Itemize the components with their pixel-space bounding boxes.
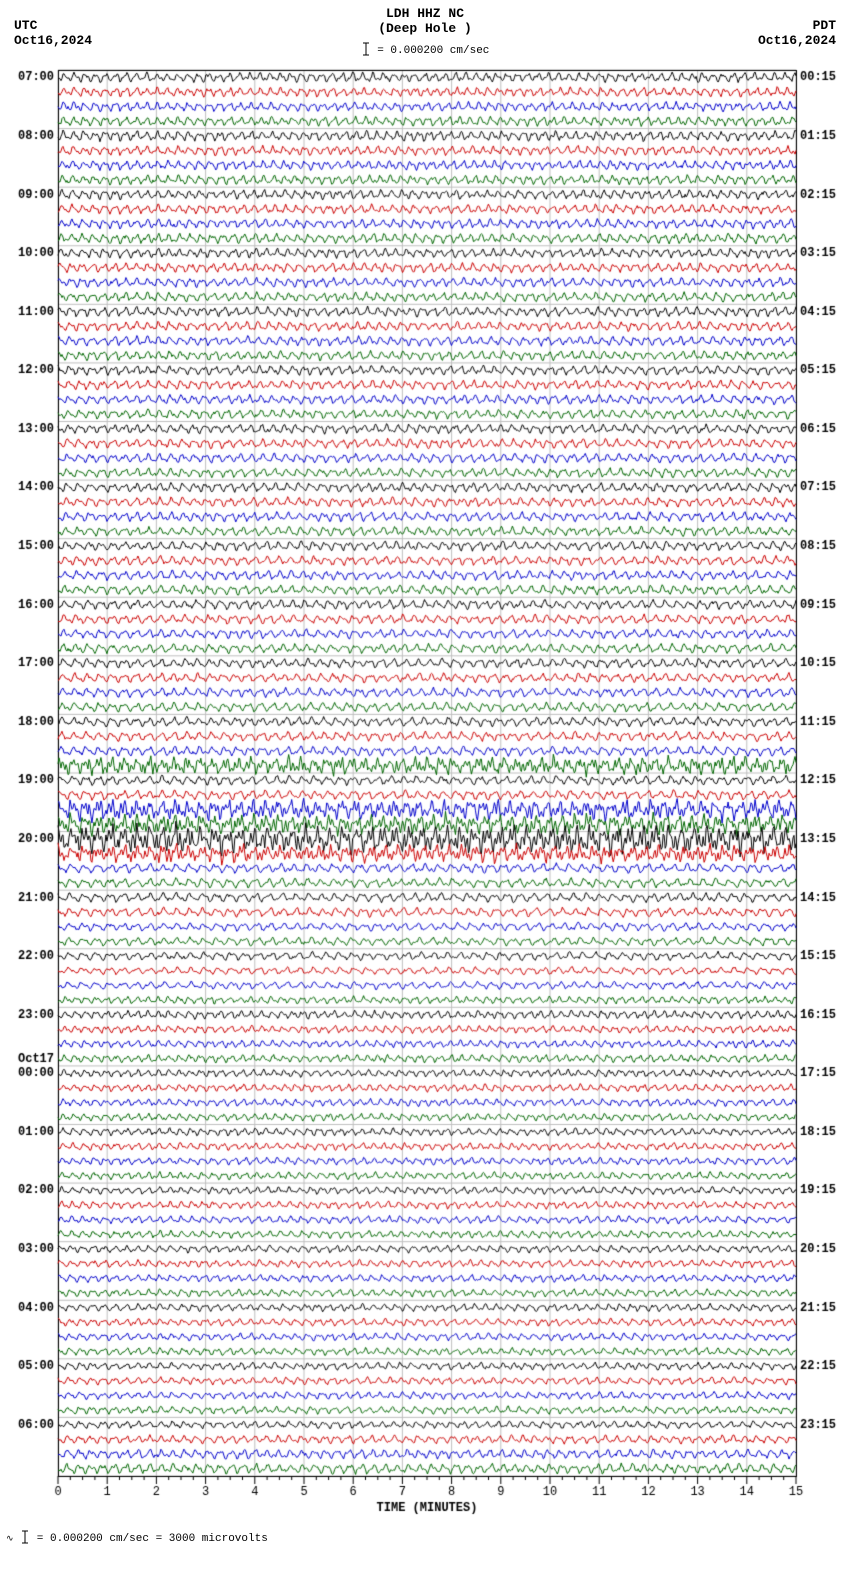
footer-amp-icon: ∿ xyxy=(6,1534,14,1544)
seismogram-page: UTC Oct16,2024 PDT Oct16,2024 LDH HHZ NC… xyxy=(0,0,850,1551)
pdt-date-label: Oct16,2024 xyxy=(758,33,836,48)
scale-bar-line: = 0.000200 cm/sec xyxy=(10,42,840,57)
scale-bar-icon xyxy=(361,45,378,57)
utc-header-block: UTC Oct16,2024 xyxy=(14,18,92,48)
station-name: (Deep Hole ) xyxy=(10,21,840,36)
seismogram-canvas xyxy=(10,66,840,1526)
pdt-tz-label: PDT xyxy=(758,18,836,33)
scale-bar-text: = 0.000200 cm/sec xyxy=(377,45,489,57)
header: UTC Oct16,2024 PDT Oct16,2024 LDH HHZ NC… xyxy=(0,0,850,66)
footer-line: ∿ = 0.000200 cm/sec = 3000 microvolts xyxy=(0,1526,850,1551)
utc-tz-label: UTC xyxy=(14,18,92,33)
utc-date-label: Oct16,2024 xyxy=(14,33,92,48)
station-title: LDH HHZ NC (Deep Hole ) xyxy=(10,6,840,36)
footer-text: = 0.000200 cm/sec = 3000 microvolts xyxy=(37,1533,268,1545)
footer-scale-icon xyxy=(20,1533,37,1545)
station-code: LDH HHZ NC xyxy=(10,6,840,21)
pdt-header-block: PDT Oct16,2024 xyxy=(758,18,836,48)
